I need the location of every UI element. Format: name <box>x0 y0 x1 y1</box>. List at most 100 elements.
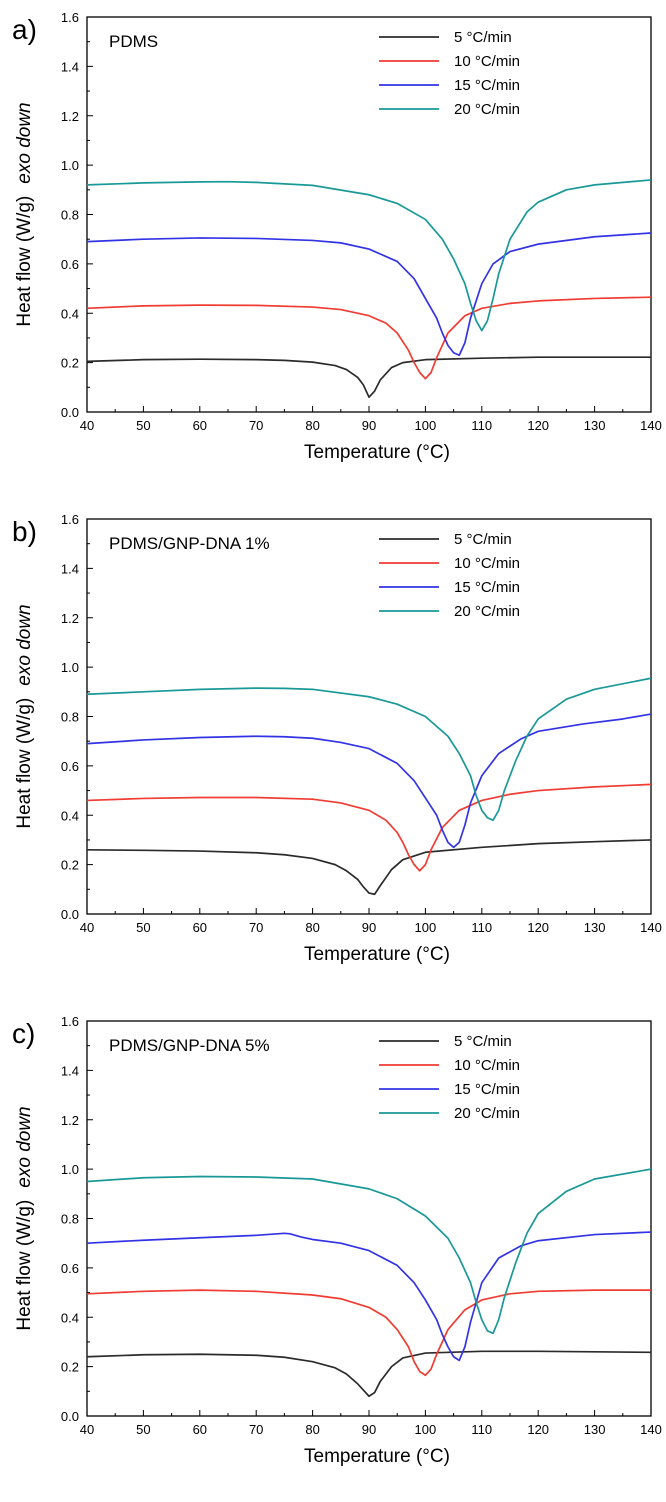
x-tick-label: 110 <box>471 920 492 935</box>
plot-frame <box>86 16 652 413</box>
y-tick-label: 1.0 <box>61 1162 79 1177</box>
series-line <box>87 783 651 872</box>
series-line <box>87 1168 651 1335</box>
y-tick-label: 0.0 <box>61 1409 79 1424</box>
y-tick-label: 0.8 <box>61 208 79 223</box>
series-line <box>87 713 651 849</box>
y-tick-label: 1.2 <box>61 1113 79 1128</box>
x-tick-label: 120 <box>527 920 549 935</box>
panel-letter: a) <box>12 14 37 45</box>
x-tick-label: 140 <box>640 418 662 433</box>
y-tick-label: 1.0 <box>61 660 79 675</box>
x-tick-label: 50 <box>136 1422 150 1437</box>
series-line <box>87 179 651 332</box>
legend-label: 10 °C/min <box>454 555 520 572</box>
legend-label: 10 °C/min <box>454 1057 520 1074</box>
chart-panel-2: 40 50 60 70 80 90 100 110 120 130 140 0.0 0.2 0.4 0.6 0… <box>12 512 662 965</box>
x-tick-label: 90 <box>362 1422 376 1437</box>
y-tick-label: 0.2 <box>61 1360 79 1375</box>
x-tick-label: 70 <box>249 1422 263 1437</box>
y-tick-label: 1.2 <box>61 611 79 626</box>
y-tick-label: 0.4 <box>61 1310 79 1325</box>
x-tick-label: 130 <box>584 418 606 433</box>
x-tick-label: 100 <box>415 418 437 433</box>
legend-label: 5 °C/min <box>454 1033 512 1050</box>
chart-panel-1: 40 50 60 70 80 90 100 110 120 130 140 0.0 0.2 0.4 0.6 0… <box>12 10 662 463</box>
y-tick-label: 0.6 <box>61 759 79 774</box>
x-tick-label: 140 <box>640 920 662 935</box>
y-tick-label: 1.4 <box>61 59 79 74</box>
x-tick-label: 130 <box>584 920 606 935</box>
series-line <box>87 1350 651 1398</box>
x-tick-label: 50 <box>136 418 150 433</box>
chart-panel-3: 40 50 60 70 80 90 100 110 120 130 140 0.0 0.2 0.4 0.6 0… <box>12 1014 662 1467</box>
x-tick-label: 70 <box>249 418 263 433</box>
x-tick-label: 40 <box>80 1422 94 1437</box>
panel-letter: c) <box>12 1018 35 1049</box>
x-tick-label: 110 <box>471 1422 492 1437</box>
series-line <box>87 232 651 357</box>
y-axis-title: Heat flow (W/g)exo down <box>14 1106 35 1330</box>
legend-label: 20 °C/min <box>454 101 520 118</box>
x-tick-label: 120 <box>527 1422 549 1437</box>
x-tick-label: 90 <box>362 920 376 935</box>
x-tick-label: 80 <box>305 418 319 433</box>
series-line <box>87 1289 651 1377</box>
legend-label: 20 °C/min <box>454 1105 520 1122</box>
x-tick-label: 80 <box>305 920 319 935</box>
x-tick-label: 130 <box>584 1422 606 1437</box>
sample-label: PDMS/GNP-DNA 5% <box>109 1036 270 1055</box>
series-line <box>87 677 651 822</box>
x-tick-label: 90 <box>362 418 376 433</box>
x-axis-title: Temperature (°C) <box>304 442 450 463</box>
series-line <box>87 1231 651 1362</box>
y-tick-label: 0.2 <box>61 356 79 371</box>
legend-label: 5 °C/min <box>454 531 512 548</box>
y-axis-title: Heat flow (W/g)exo down <box>14 102 35 326</box>
series-line <box>87 296 651 380</box>
series-line <box>87 356 651 399</box>
x-tick-label: 70 <box>249 920 263 935</box>
y-tick-label: 1.4 <box>61 561 79 576</box>
x-tick-label: 100 <box>415 920 437 935</box>
y-tick-label: 0.8 <box>61 1212 79 1227</box>
legend-label: 15 °C/min <box>454 579 520 596</box>
y-tick-label: 1.0 <box>61 158 79 173</box>
x-tick-label: 80 <box>305 1422 319 1437</box>
y-axis-title: Heat flow (W/g)exo down <box>14 604 35 828</box>
sample-label: PDMS/GNP-DNA 1% <box>109 534 270 553</box>
x-axis-title: Temperature (°C) <box>304 1446 450 1467</box>
y-tick-label: 0.0 <box>61 405 79 420</box>
x-tick-label: 100 <box>415 1422 437 1437</box>
y-tick-label: 0.2 <box>61 858 79 873</box>
legend-label: 15 °C/min <box>454 77 520 94</box>
y-tick-label: 0.4 <box>61 808 79 823</box>
y-tick-label: 0.6 <box>61 257 79 272</box>
y-tick-label: 1.4 <box>61 1063 79 1078</box>
y-tick-label: 0.8 <box>61 710 79 725</box>
x-tick-label: 50 <box>136 920 150 935</box>
x-tick-label: 60 <box>193 1422 207 1437</box>
x-tick-label: 60 <box>193 418 207 433</box>
y-tick-label: 1.2 <box>61 109 79 124</box>
plot-frame <box>86 1020 652 1417</box>
y-tick-label: 1.6 <box>61 1014 79 1029</box>
x-tick-label: 40 <box>80 920 94 935</box>
y-tick-label: 0.4 <box>61 306 79 321</box>
x-tick-label: 120 <box>527 418 549 433</box>
plot-frame <box>86 518 652 915</box>
x-tick-label: 110 <box>471 418 492 433</box>
legend-label: 20 °C/min <box>454 603 520 620</box>
legend-label: 10 °C/min <box>454 53 520 70</box>
legend-label: 15 °C/min <box>454 1081 520 1098</box>
y-tick-label: 0.6 <box>61 1261 79 1276</box>
y-tick-label: 0.0 <box>61 907 79 922</box>
legend-label: 5 °C/min <box>454 29 512 46</box>
x-axis-title: Temperature (°C) <box>304 944 450 965</box>
panel-letter: b) <box>12 516 37 547</box>
x-tick-label: 40 <box>80 418 94 433</box>
x-tick-label: 60 <box>193 920 207 935</box>
y-tick-label: 1.6 <box>61 10 79 25</box>
sample-label: PDMS <box>109 32 158 51</box>
